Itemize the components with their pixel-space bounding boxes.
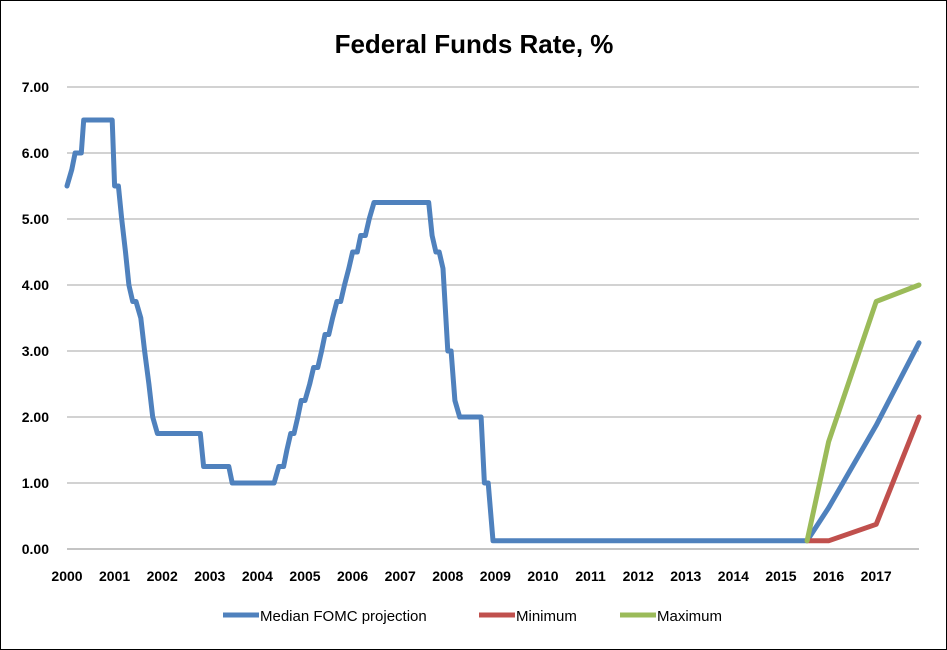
x-tick-label: 2013: [670, 568, 701, 584]
x-tick-label: 2003: [194, 568, 225, 584]
y-tick-label: 1.00: [22, 475, 49, 491]
series-line-median-fomc-projection: [64, 117, 922, 544]
series-line-minimum: [804, 414, 922, 544]
legend: Median FOMC projection Minimum Maximum: [223, 608, 722, 625]
y-tick-label: 3.00: [22, 343, 49, 359]
y-axis: 0.00 1.00 2.00 3.00 4.00 5.00 6.00 7.00: [22, 79, 49, 557]
x-tick-label: 2007: [385, 568, 416, 584]
x-tick-label: 2004: [242, 568, 273, 584]
y-tick-label: 4.00: [22, 277, 49, 293]
x-tick-label: 2014: [718, 568, 749, 584]
y-tick-label: 0.00: [22, 541, 49, 557]
y-tick-label: 7.00: [22, 79, 49, 95]
x-tick-label: 2005: [289, 568, 320, 584]
legend-label-minimum: Minimum: [516, 608, 577, 625]
x-tick-label: 2009: [480, 568, 511, 584]
gridlines: [67, 86, 919, 550]
x-tick-label: 2008: [432, 568, 463, 584]
y-tick-label: 6.00: [22, 145, 49, 161]
series-line-maximum: [804, 282, 922, 544]
x-tick-label: 2011: [575, 568, 606, 584]
legend-label-median-fomc-projection: Median FOMC projection: [260, 608, 427, 625]
y-tick-label: 5.00: [22, 211, 49, 227]
y-tick-label: 2.00: [22, 409, 49, 425]
x-axis: 2000 2001 2002 2003 2004 2005 2006 2007 2008 2009…: [51, 568, 892, 584]
chart-title: Federal Funds Rate, %: [335, 29, 614, 59]
x-tick-label: 2001: [99, 568, 130, 584]
x-tick-label: 2000: [51, 568, 82, 584]
series-lines: [64, 117, 922, 544]
x-tick-label: 2015: [765, 568, 796, 584]
x-tick-label: 2016: [813, 568, 844, 584]
x-tick-label: 2002: [147, 568, 178, 584]
x-tick-label: 2006: [337, 568, 368, 584]
x-tick-label: 2010: [527, 568, 558, 584]
legend-label-maximum: Maximum: [657, 608, 722, 625]
x-tick-label: 2012: [623, 568, 654, 584]
x-tick-label: 2017: [861, 568, 892, 584]
